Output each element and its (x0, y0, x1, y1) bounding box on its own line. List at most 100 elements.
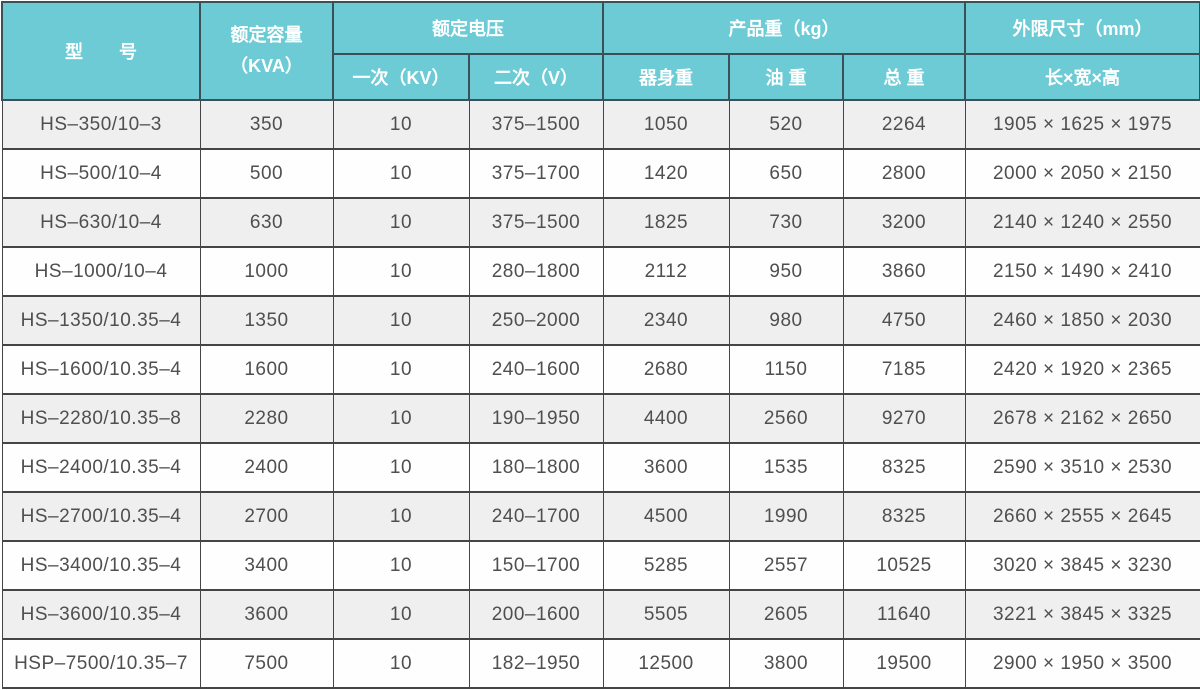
cell-body-weight: 1050 (602, 99, 730, 150)
header-capacity: 额定容量 （KVA） (199, 1, 334, 101)
header-secondary-voltage: 二次（V） (468, 53, 604, 101)
cell-dimensions: 2420 × 1920 × 2365 (964, 344, 1200, 395)
header-oil-weight: 油 重 (728, 53, 844, 101)
cell-body-weight: 1825 (602, 197, 730, 248)
cell-dimensions: 2140 × 1240 × 2550 (964, 197, 1200, 248)
cell-total-weight: 2264 (842, 99, 966, 150)
cell-secondary-voltage: 280–1800 (468, 246, 604, 297)
cell-dimensions: 2150 × 1490 × 2410 (964, 246, 1200, 297)
cell-dimensions: 2590 × 3510 × 2530 (964, 442, 1200, 493)
cell-dimensions: 2678 × 2162 × 2650 (964, 393, 1200, 444)
cell-model: HSP–7500/10.35–7 (1, 638, 201, 689)
table-row: HS–2280/10.35–8 2280 10 190–1950 4400 2560 927… (1, 393, 1200, 444)
cell-body-weight: 5505 (602, 589, 730, 640)
cell-primary-voltage: 10 (332, 589, 470, 640)
table-body: HS–350/10–3 350 10 375–1500 1050 520 2264 1905 … (1, 99, 1200, 689)
cell-total-weight: 10525 (842, 540, 966, 591)
cell-model: HS–500/10–4 (1, 148, 201, 199)
cell-total-weight: 11640 (842, 589, 966, 640)
cell-secondary-voltage: 250–2000 (468, 295, 604, 346)
cell-oil-weight: 1990 (728, 491, 844, 542)
header-body-weight: 器身重 (602, 53, 730, 101)
cell-model: HS–3400/10.35–4 (1, 540, 201, 591)
cell-capacity: 2400 (199, 442, 334, 493)
cell-model: HS–3600/10.35–4 (1, 589, 201, 640)
cell-body-weight: 2340 (602, 295, 730, 346)
cell-oil-weight: 650 (728, 148, 844, 199)
cell-model: HS–1600/10.35–4 (1, 344, 201, 395)
cell-oil-weight: 520 (728, 99, 844, 150)
cell-body-weight: 12500 (602, 638, 730, 689)
cell-body-weight: 2112 (602, 246, 730, 297)
table-row: HS–3400/10.35–4 3400 10 150–1700 5285 2557 105… (1, 540, 1200, 591)
cell-dimensions: 2000 × 2050 × 2150 (964, 148, 1200, 199)
cell-model: HS–2280/10.35–8 (1, 393, 201, 444)
cell-model: HS–2700/10.35–4 (1, 491, 201, 542)
cell-primary-voltage: 10 (332, 99, 470, 150)
cell-body-weight: 5285 (602, 540, 730, 591)
cell-secondary-voltage: 180–1800 (468, 442, 604, 493)
cell-oil-weight: 2605 (728, 589, 844, 640)
header-capacity-line1: 额定容量 (230, 25, 303, 46)
cell-total-weight: 19500 (842, 638, 966, 689)
table-row: HS–2700/10.35–4 2700 10 240–1700 4500 1990 832… (1, 491, 1200, 542)
table-row: HS–1600/10.35–4 1600 10 240–1600 2680 1150 718… (1, 344, 1200, 395)
cell-secondary-voltage: 190–1950 (468, 393, 604, 444)
cell-dimensions: 2660 × 2555 × 2645 (964, 491, 1200, 542)
table-header: 型 号 额定容量 （KVA） 额定电压 产品重（kg） 外限尺寸（mm） 一次（… (1, 1, 1200, 101)
cell-dimensions: 2460 × 1850 × 2030 (964, 295, 1200, 346)
cell-model: HS–630/10–4 (1, 197, 201, 248)
header-group-voltage: 额定电压 (332, 1, 604, 55)
cell-oil-weight: 3800 (728, 638, 844, 689)
cell-capacity: 1000 (199, 246, 334, 297)
cell-body-weight: 4500 (602, 491, 730, 542)
cell-primary-voltage: 10 (332, 197, 470, 248)
cell-model: HS–1350/10.35–4 (1, 295, 201, 346)
cell-primary-voltage: 10 (332, 540, 470, 591)
cell-oil-weight: 2560 (728, 393, 844, 444)
cell-capacity: 500 (199, 148, 334, 199)
cell-total-weight: 4750 (842, 295, 966, 346)
cell-dimensions: 2900 × 1950 × 3500 (964, 638, 1200, 689)
cell-primary-voltage: 10 (332, 148, 470, 199)
cell-capacity: 1600 (199, 344, 334, 395)
cell-secondary-voltage: 375–1500 (468, 99, 604, 150)
cell-primary-voltage: 10 (332, 295, 470, 346)
cell-secondary-voltage: 200–1600 (468, 589, 604, 640)
cell-model: HS–1000/10–4 (1, 246, 201, 297)
cell-capacity: 3400 (199, 540, 334, 591)
header-total-weight: 总 重 (842, 53, 966, 101)
table-row: HS–500/10–4 500 10 375–1700 1420 650 2800 2000 … (1, 148, 1200, 199)
cell-primary-voltage: 10 (332, 344, 470, 395)
cell-body-weight: 1420 (602, 148, 730, 199)
cell-oil-weight: 1150 (728, 344, 844, 395)
cell-secondary-voltage: 375–1700 (468, 148, 604, 199)
cell-total-weight: 2800 (842, 148, 966, 199)
cell-body-weight: 2680 (602, 344, 730, 395)
cell-body-weight: 3600 (602, 442, 730, 493)
table-row: HS–2400/10.35–4 2400 10 180–1800 3600 1535 832… (1, 442, 1200, 493)
cell-total-weight: 3860 (842, 246, 966, 297)
cell-capacity: 1350 (199, 295, 334, 346)
cell-dimensions: 1905 × 1625 × 1975 (964, 99, 1200, 150)
table-row: HS–1350/10.35–4 1350 10 250–2000 2340 980 4750… (1, 295, 1200, 346)
header-primary-voltage: 一次（KV） (332, 53, 470, 101)
table-row: HS–3600/10.35–4 3600 10 200–1600 5505 2605 116… (1, 589, 1200, 640)
cell-capacity: 630 (199, 197, 334, 248)
cell-capacity: 350 (199, 99, 334, 150)
cell-body-weight: 4400 (602, 393, 730, 444)
table-row: HS–350/10–3 350 10 375–1500 1050 520 2264 1905 … (1, 99, 1200, 150)
cell-total-weight: 8325 (842, 491, 966, 542)
cell-capacity: 2700 (199, 491, 334, 542)
header-model: 型 号 (1, 1, 201, 101)
cell-secondary-voltage: 240–1700 (468, 491, 604, 542)
cell-primary-voltage: 10 (332, 393, 470, 444)
cell-secondary-voltage: 182–1950 (468, 638, 604, 689)
cell-primary-voltage: 10 (332, 442, 470, 493)
cell-dimensions: 3221 × 3845 × 3325 (964, 589, 1200, 640)
cell-total-weight: 7185 (842, 344, 966, 395)
cell-dimensions: 3020 × 3845 × 3230 (964, 540, 1200, 591)
cell-oil-weight: 950 (728, 246, 844, 297)
